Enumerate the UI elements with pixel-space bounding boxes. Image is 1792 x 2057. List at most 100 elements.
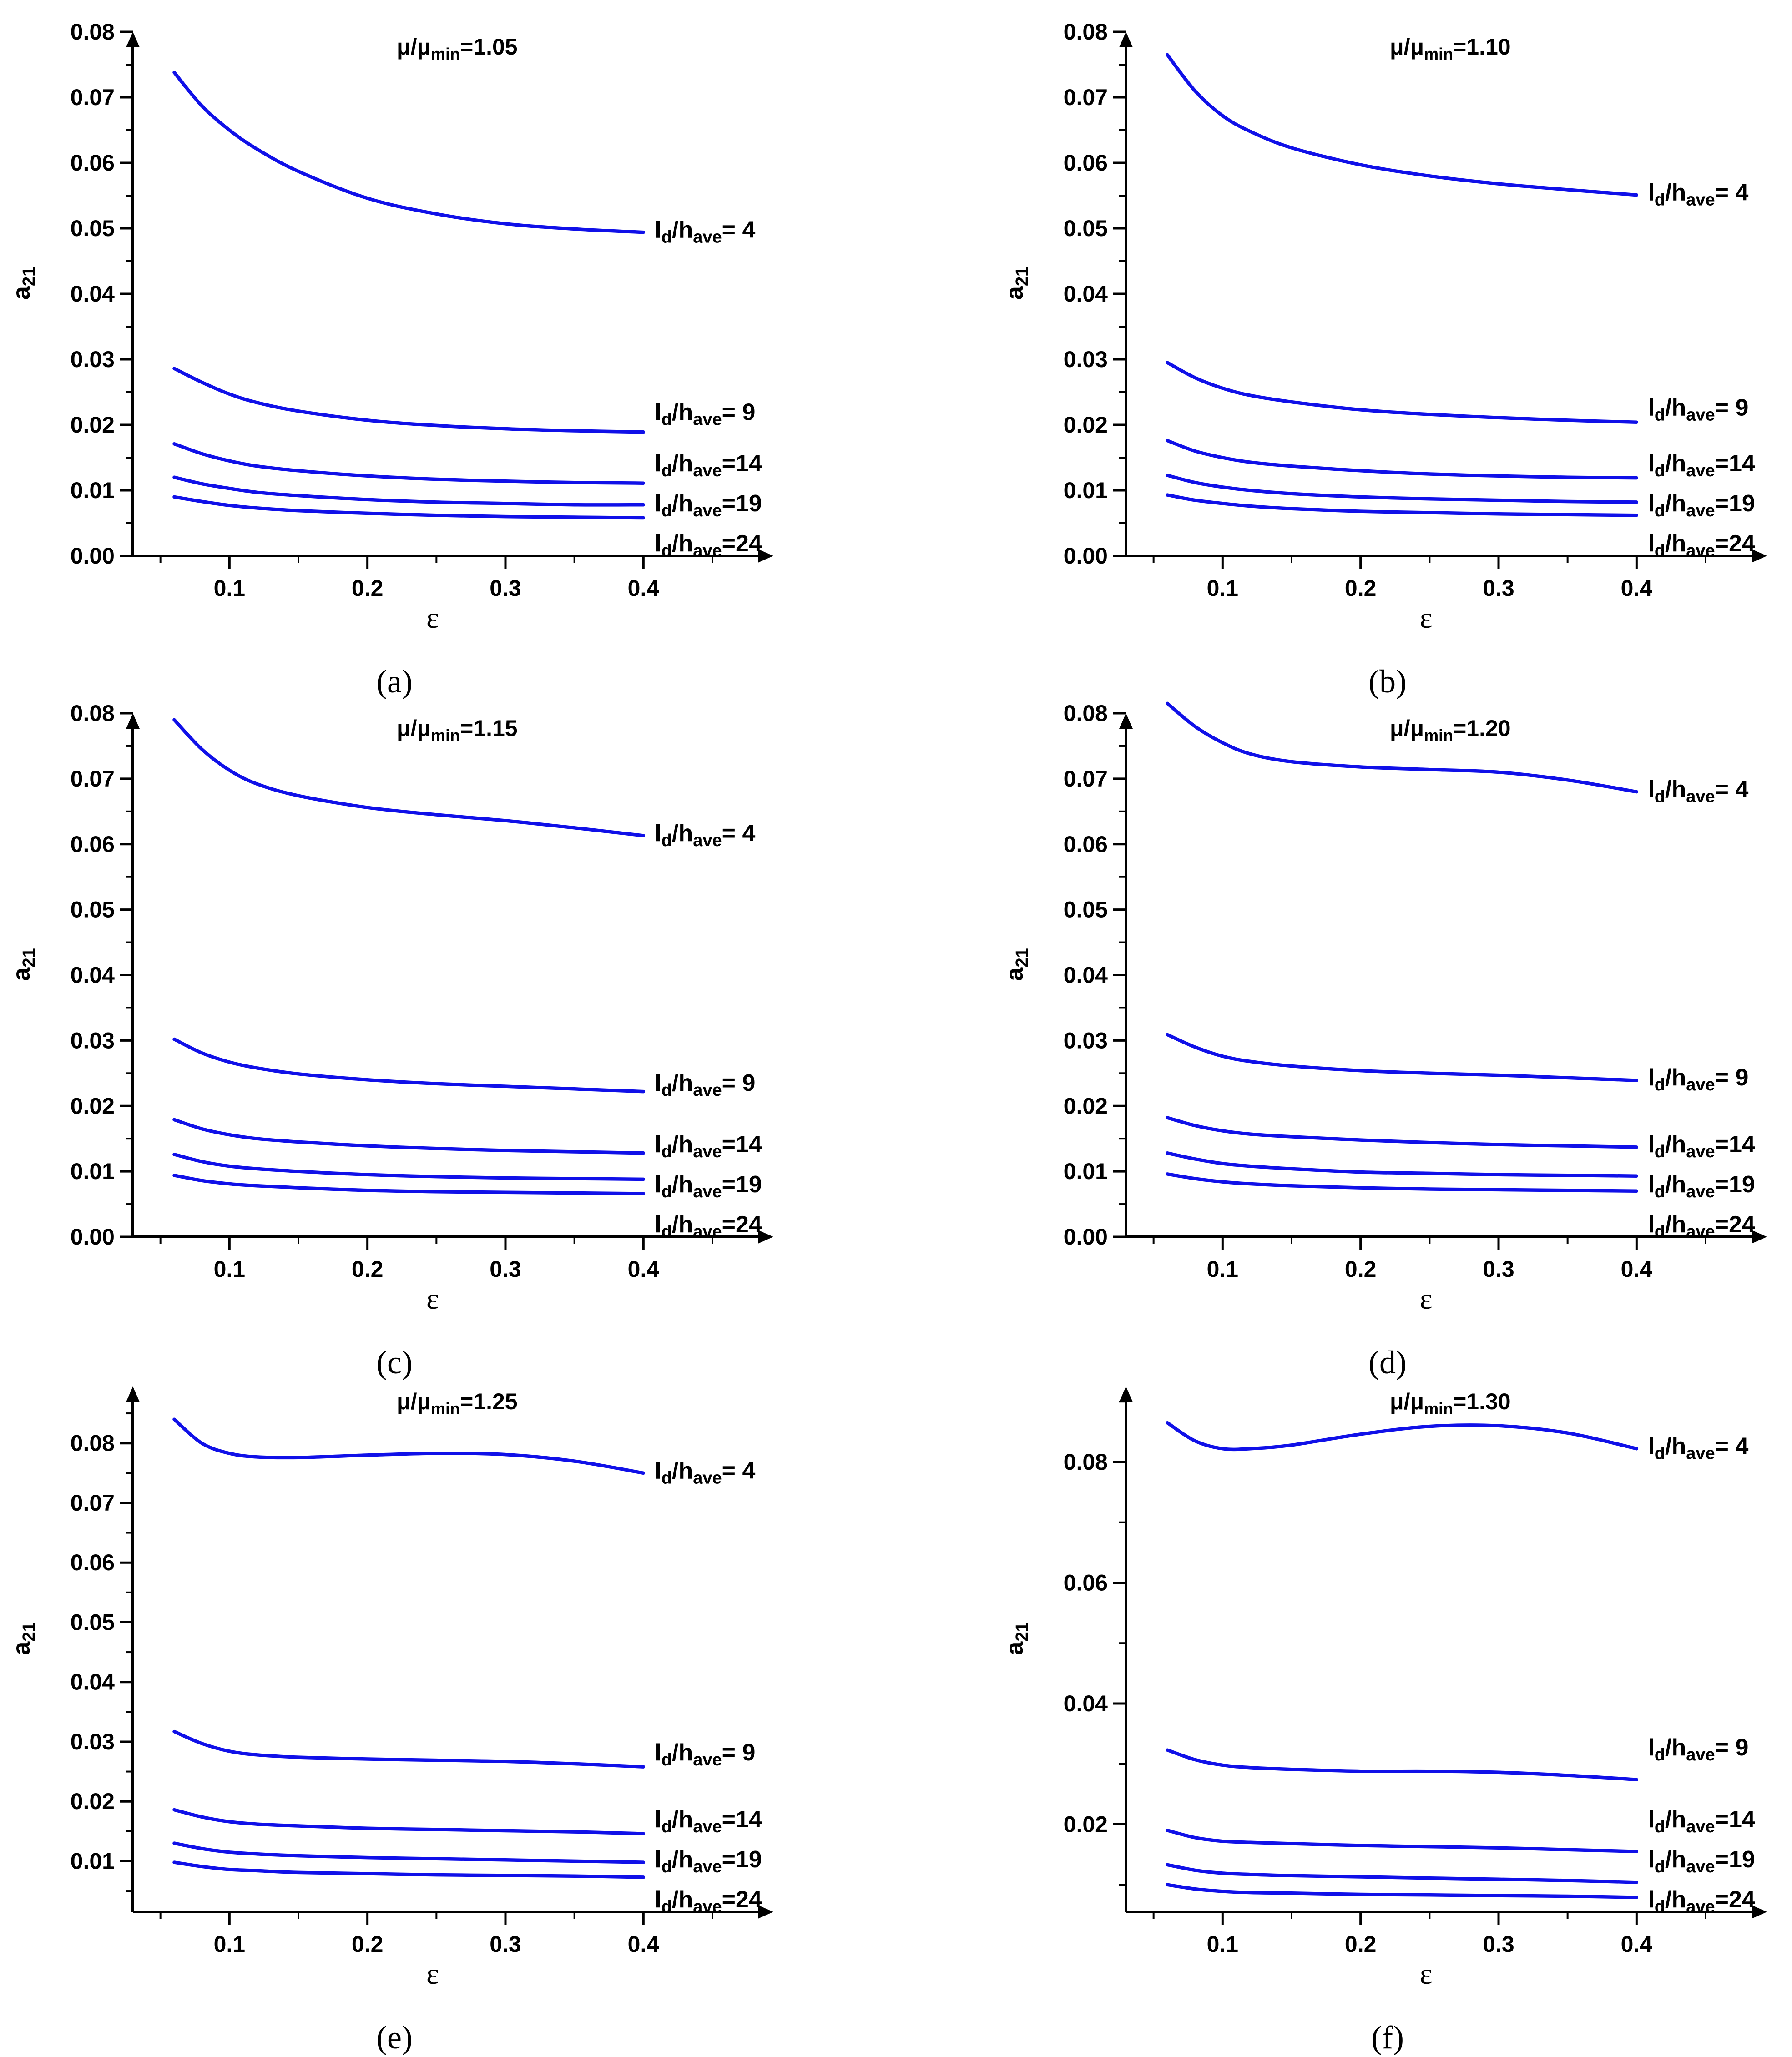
series-label-4: ld/have= 4 bbox=[655, 1457, 755, 1487]
x-tick-label: 0.4 bbox=[628, 575, 660, 601]
x-tick-label: 0.1 bbox=[214, 1256, 246, 1282]
chart-panel-e: 0.1 0.2 0.3 0.4 0.01 0.02 0.03 0.04 0.05 0.06 0.07… bbox=[8, 1386, 773, 2056]
series-line-24 bbox=[1166, 1172, 1639, 1193]
series-label-14: ld/have=14 bbox=[655, 450, 762, 480]
x-tick-label: 0.4 bbox=[628, 1931, 660, 1957]
x-tick-label: 0.1 bbox=[1207, 575, 1239, 601]
x-axis-arrow bbox=[758, 1230, 773, 1244]
series-label-24: ld/have=24 bbox=[655, 1211, 762, 1241]
chart-panel-a: 0.1 0.2 0.3 0.4 0.00 0.01 0.02 0.03 0.04 0.05 0.06… bbox=[8, 19, 773, 700]
series-line-9 bbox=[1166, 361, 1639, 424]
y-tick-label: 0.02 bbox=[71, 1789, 115, 1814]
panel-title: μ/μmin=1.05 bbox=[397, 34, 518, 63]
y-axis-label: a21 bbox=[8, 267, 39, 300]
x-tick-label: 0.1 bbox=[1207, 1931, 1239, 1957]
x-axis-arrow bbox=[1752, 1230, 1767, 1244]
series-label-4: ld/have= 4 bbox=[1648, 180, 1748, 210]
y-tick-label: 0.08 bbox=[1064, 1449, 1108, 1475]
x-tick-label: 0.2 bbox=[352, 1256, 384, 1282]
x-axis-label: ε bbox=[1420, 1282, 1433, 1316]
x-axis-label: ε bbox=[426, 1282, 439, 1316]
panel-letter: (c) bbox=[376, 1344, 413, 1381]
series-label-9: ld/have= 9 bbox=[1648, 395, 1748, 425]
chart-panel-d: 0.1 0.2 0.3 0.4 0.00 0.01 0.02 0.03 0.04 0.05 0.06… bbox=[1001, 701, 1767, 1381]
series-line-14 bbox=[172, 1808, 646, 1835]
y-tick-label: 0.05 bbox=[1064, 897, 1108, 923]
x-tick-label: 0.4 bbox=[628, 1256, 660, 1282]
y-tick-label: 0.04 bbox=[1064, 281, 1108, 307]
x-axis-arrow bbox=[758, 1905, 773, 1919]
series-label-9: ld/have= 9 bbox=[1648, 1734, 1748, 1765]
y-tick-label: 0.08 bbox=[1064, 701, 1108, 726]
x-tick-label: 0.4 bbox=[1621, 1931, 1653, 1957]
series-line-4 bbox=[1166, 701, 1639, 794]
series-line-4 bbox=[172, 71, 646, 234]
x-tick-label: 0.2 bbox=[1345, 1931, 1377, 1957]
series-label-14: ld/have=14 bbox=[1648, 450, 1755, 480]
y-tick-label: 0.03 bbox=[71, 1729, 115, 1754]
series-label-24: ld/have=24 bbox=[1648, 1886, 1755, 1916]
series-line-4 bbox=[172, 718, 646, 837]
y-axis-arrow bbox=[126, 1386, 140, 1402]
panel-title: μ/μmin=1.15 bbox=[397, 716, 518, 745]
x-axis-arrow bbox=[1752, 549, 1767, 563]
y-tick-label: 0.02 bbox=[1064, 412, 1108, 438]
series-line-19 bbox=[1166, 474, 1639, 504]
y-axis-arrow bbox=[1119, 1386, 1133, 1402]
panel-title: μ/μmin=1.25 bbox=[397, 1389, 518, 1418]
y-tick-label: 0.01 bbox=[71, 1848, 115, 1874]
panel-title: μ/μmin=1.30 bbox=[1390, 1389, 1511, 1418]
y-tick-label: 0.00 bbox=[1064, 1224, 1108, 1250]
series-label-4: ld/have= 4 bbox=[1648, 776, 1748, 807]
y-tick-label: 0.06 bbox=[71, 832, 115, 857]
y-tick-label: 0.04 bbox=[1064, 1691, 1108, 1716]
y-tick-label: 0.01 bbox=[71, 478, 115, 503]
y-tick-label: 0.02 bbox=[71, 1093, 115, 1119]
series-label-19: ld/have=19 bbox=[655, 1846, 762, 1876]
series-label-9: ld/have= 9 bbox=[655, 399, 755, 429]
series-line-24 bbox=[172, 495, 646, 520]
x-tick-label: 0.2 bbox=[1345, 1256, 1377, 1282]
series-label-14: ld/have=14 bbox=[655, 1806, 762, 1836]
x-axis-arrow bbox=[1752, 1905, 1767, 1919]
y-tick-label: 0.06 bbox=[71, 150, 115, 176]
y-axis-label: a21 bbox=[1001, 1622, 1032, 1655]
y-tick-label: 0.03 bbox=[71, 347, 115, 372]
y-tick-label: 0.02 bbox=[1064, 1093, 1108, 1119]
series-label-19: ld/have=19 bbox=[1648, 490, 1755, 520]
y-tick-label: 0.00 bbox=[1064, 543, 1108, 569]
x-axis-label: ε bbox=[426, 601, 439, 635]
y-tick-label: 0.08 bbox=[71, 701, 115, 726]
series-label-4: ld/have= 4 bbox=[655, 217, 755, 247]
series-line-24 bbox=[1166, 493, 1639, 517]
series-label-9: ld/have= 9 bbox=[655, 1070, 755, 1100]
y-axis-label: a21 bbox=[8, 948, 39, 981]
y-axis-arrow bbox=[126, 713, 140, 729]
panel-letter: (a) bbox=[376, 663, 413, 700]
y-axis-arrow bbox=[126, 32, 140, 47]
series-line-24 bbox=[172, 1174, 646, 1195]
x-axis-arrow bbox=[758, 549, 773, 563]
y-tick-label: 0.07 bbox=[1064, 766, 1108, 792]
series-label-19: ld/have=19 bbox=[1648, 1171, 1755, 1201]
y-tick-label: 0.08 bbox=[71, 1431, 115, 1456]
y-tick-label: 0.05 bbox=[1064, 216, 1108, 241]
series-label-24: ld/have=24 bbox=[655, 1886, 762, 1916]
y-axis-label: a21 bbox=[1001, 948, 1032, 981]
series-line-4 bbox=[1166, 1421, 1639, 1452]
chart-panel-c: 0.1 0.2 0.3 0.4 0.00 0.01 0.02 0.03 0.04 0.05 0.06… bbox=[8, 701, 773, 1381]
y-tick-label: 0.06 bbox=[71, 1550, 115, 1575]
y-axis-arrow bbox=[1119, 713, 1133, 729]
y-tick-label: 0.04 bbox=[71, 1669, 115, 1695]
x-axis-label: ε bbox=[426, 1957, 439, 1991]
panel-title: μ/μmin=1.20 bbox=[1390, 716, 1511, 745]
series-line-14 bbox=[172, 1118, 646, 1155]
x-tick-label: 0.2 bbox=[352, 1931, 384, 1957]
series-label-24: ld/have=24 bbox=[1648, 530, 1755, 560]
x-tick-label: 0.2 bbox=[1345, 575, 1377, 601]
y-tick-label: 0.01 bbox=[1064, 1159, 1108, 1184]
y-tick-label: 0.05 bbox=[71, 1609, 115, 1635]
x-axis-label: ε bbox=[1420, 601, 1433, 635]
x-tick-label: 0.4 bbox=[1621, 575, 1653, 601]
series-line-19 bbox=[1166, 1863, 1639, 1884]
